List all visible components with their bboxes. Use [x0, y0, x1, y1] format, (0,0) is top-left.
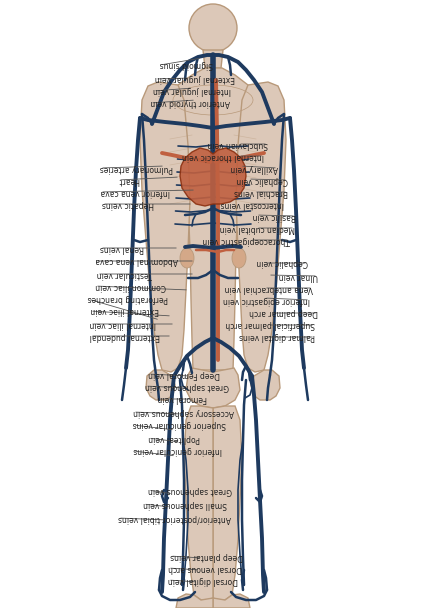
Text: Deep palmar arch: Deep palmar arch: [248, 308, 317, 317]
Text: Hepatic veins: Hepatic veins: [102, 199, 154, 209]
Text: Sigmoid sinus: Sigmoid sinus: [160, 61, 213, 69]
Text: Common iliac vein: Common iliac vein: [95, 282, 165, 291]
Polygon shape: [184, 406, 213, 600]
Polygon shape: [213, 406, 242, 600]
Text: Brachial veins: Brachial veins: [233, 187, 287, 196]
Ellipse shape: [231, 248, 245, 268]
Text: External iliac vein: External iliac vein: [90, 306, 158, 316]
Text: Subclavian vein: Subclavian vein: [207, 139, 268, 148]
Text: External pudendal: External pudendal: [90, 331, 160, 340]
Text: Popliteal vein: Popliteal vein: [148, 434, 199, 443]
Polygon shape: [186, 368, 239, 408]
Text: Cephalic vein: Cephalic vein: [236, 176, 287, 184]
Text: External jugular vein: External jugular vein: [155, 75, 235, 83]
Text: Palmar digital veins: Palmar digital veins: [239, 333, 314, 342]
Text: Internal jugular vein: Internal jugular vein: [153, 86, 230, 95]
Text: Internal thoracic vein: Internal thoracic vein: [181, 151, 263, 161]
Text: Thoracoepigastric vein: Thoracoepigastric vein: [202, 235, 289, 244]
Text: Pulmonary arteries: Pulmonary arteries: [100, 164, 173, 173]
Polygon shape: [250, 370, 279, 400]
Text: Basilic vein: Basilic vein: [252, 212, 295, 221]
Polygon shape: [146, 370, 175, 400]
Text: Perforating branches: Perforating branches: [88, 294, 168, 303]
Text: Superior genicular veins: Superior genicular veins: [132, 421, 226, 429]
Text: Deep Femoral vein: Deep Femoral vein: [148, 370, 219, 379]
Text: Axillary vein: Axillary vein: [230, 164, 277, 173]
Polygon shape: [140, 82, 190, 372]
Text: Dorsal digital vein: Dorsal digital vein: [167, 576, 238, 584]
Text: Intercostal veins: Intercostal veins: [220, 199, 283, 209]
Ellipse shape: [180, 248, 193, 268]
Polygon shape: [202, 50, 222, 68]
Circle shape: [189, 4, 236, 52]
Text: Anterior/posterior tibial veins: Anterior/posterior tibial veins: [118, 514, 230, 522]
Text: Vena antebrachial vein: Vena antebrachial vein: [224, 283, 312, 292]
Text: Ulnar vein: Ulnar vein: [278, 272, 317, 280]
Polygon shape: [213, 594, 249, 608]
Text: Inferior genicular veins: Inferior genicular veins: [132, 446, 221, 455]
Text: Testicular vein: Testicular vein: [97, 269, 152, 278]
Text: Accessory saphenous vein: Accessory saphenous vein: [132, 407, 233, 416]
Text: Superficial palmar arch: Superficial palmar arch: [225, 320, 314, 330]
Text: Median cubital vein: Median cubital vein: [219, 224, 294, 232]
Text: Great saphenous vein: Great saphenous vein: [148, 486, 231, 494]
Polygon shape: [176, 594, 213, 608]
Text: Anterior thyroid vein: Anterior thyroid vein: [150, 98, 229, 108]
Polygon shape: [180, 148, 245, 206]
Text: Heart: Heart: [118, 176, 139, 184]
Text: Femoral vein: Femoral vein: [158, 395, 207, 404]
Text: Abdominal vena cava: Abdominal vena cava: [95, 257, 177, 266]
Text: Cephalic vein: Cephalic vein: [256, 258, 307, 268]
Text: Inferior epigastric vein: Inferior epigastric vein: [222, 295, 309, 305]
Text: Great saphenous vein: Great saphenous vein: [145, 381, 228, 390]
Polygon shape: [173, 68, 251, 370]
Text: Internal iliac vein: Internal iliac vein: [90, 319, 156, 328]
Polygon shape: [236, 82, 285, 372]
Text: Dorsal venous arch: Dorsal venous arch: [167, 564, 241, 573]
Text: Inferior vena cava: Inferior vena cava: [100, 187, 169, 196]
Text: Deep plantar veins: Deep plantar veins: [170, 551, 242, 561]
Text: Small saphenous vein: Small saphenous vein: [143, 500, 226, 508]
Text: Renal veins: Renal veins: [100, 243, 144, 252]
